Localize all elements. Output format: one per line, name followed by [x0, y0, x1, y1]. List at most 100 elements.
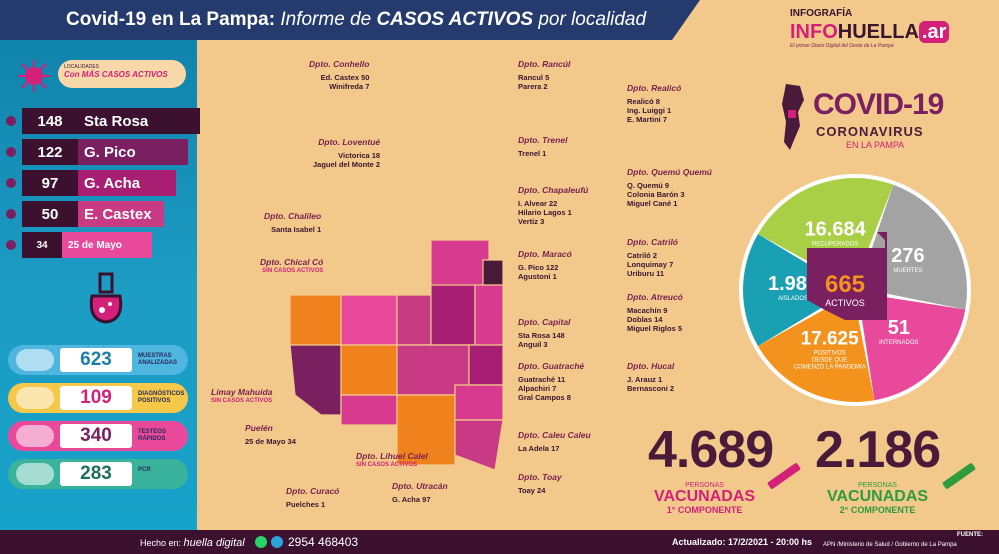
footer-source: APN /Ministerio de Salud / Gobierno de L… — [823, 542, 957, 548]
ranking-name: G. Acha — [84, 174, 141, 192]
stat-icon — [16, 425, 54, 447]
stat-value: 623 — [60, 348, 132, 372]
active-cases-label: ACTIVOS — [825, 298, 865, 308]
stat-icon — [16, 387, 54, 409]
department-city: Bernasconi 2 — [627, 384, 675, 393]
department-name: Dpto. Atreucó — [627, 292, 683, 302]
ranking-value: 97 — [22, 170, 78, 196]
department-city: Hilario Lagos 1 — [518, 208, 572, 217]
footer-source-label: FUENTE: — [957, 532, 983, 538]
brand-logo: INFOGRAFÍA INFOHUELLA .ar El primer Diari… — [790, 8, 960, 68]
ranking-dot — [6, 116, 16, 126]
argentina-map-icon — [782, 84, 804, 150]
department-label: Puelén 25 de Mayo 34 — [245, 424, 296, 447]
pie-slice-value: 51 — [888, 317, 910, 339]
vaccinated-value: 4.689 — [648, 421, 774, 479]
infografia-label: INFOGRAFÍA — [790, 8, 853, 19]
department-name: Dpto. Quemú Quemú — [627, 167, 712, 177]
department-name: Dpto. Hucal — [627, 361, 675, 371]
page-title: Covid-19 en La Pampa: Informe de CASOS A… — [66, 9, 647, 30]
vaccinated-pre: PERSONAS — [858, 482, 897, 489]
la-pampa-map — [289, 239, 504, 471]
ranking-bar: 122 G. Pico — [22, 139, 188, 165]
department-city: Miguel Cané 1 — [627, 199, 678, 208]
vaccinated-sub: 2° COMPONENTE — [839, 505, 916, 515]
ranking-bar: 97 G. Acha — [22, 170, 176, 196]
department-name: Dpto. Realicó — [627, 83, 682, 93]
ranking-value: 122 — [22, 139, 78, 165]
department-label: Dpto. Atreucó Macachín 9 Doblas 14 Miguel R… — [627, 292, 683, 334]
ranking-name: E. Castex — [84, 205, 152, 223]
department-city: La Adela 17 — [518, 444, 560, 453]
ranking-value: 50 — [22, 201, 78, 227]
social-icons — [255, 536, 283, 548]
department-label: Dpto. Guatraché Guatraché 11 Alpachiri 7 Gr… — [518, 362, 584, 403]
stat-box: 623 MUESTRAS ANALIZADAS — [8, 345, 188, 375]
pie-slice-label: INTERNADOS — [879, 340, 918, 346]
stat-label: DIAGNÓSTICOS POSITIVOS — [138, 391, 185, 404]
stat-label: MUESTRAS ANALIZADAS — [138, 353, 177, 366]
ranking-name: G. Pico — [84, 143, 136, 161]
department-city: Santa Isabel 1 — [271, 225, 322, 234]
stat-box: 283 PCR — [8, 459, 188, 489]
logo-wordmark: INFOHUELLA .ar — [790, 21, 960, 43]
department-note: SIN CASOS ACTIVOS — [262, 268, 324, 274]
pie-slice-value: 17.625 — [801, 328, 860, 349]
department-name: Dpto. Toay — [518, 472, 562, 482]
pie-slice-value: 1.987 — [768, 273, 818, 295]
pie-slice-label: RECUPERADOS — [812, 241, 858, 247]
vaccinated-value: 2.186 — [815, 421, 941, 479]
stat-label: PCR — [138, 467, 151, 473]
footer-updated: Actualizado: 17/2/2021 - 20:00 hs — [672, 537, 813, 547]
footer-made: Hecho en: huella digital — [140, 537, 245, 549]
legend-main: Con MÁS CASOS ACTIVOS — [64, 70, 168, 79]
stat-label: TESTEOS RÁPIDOS — [138, 429, 167, 442]
department-label: Dpto. Maracó G. Pico 122 Agustoni 1 — [518, 249, 572, 282]
syringe-icon — [941, 462, 977, 490]
department-city: Vertiz 3 — [518, 217, 545, 226]
department-city: Doblas 14 — [627, 315, 663, 324]
department-note: SIN CASOS ACTIVOS — [211, 398, 273, 404]
department-city: Victorica 18 — [338, 151, 381, 160]
department-label: Dpto. Hucal J. Arauz 1 Bernasconi 2 — [627, 361, 675, 394]
pie-slice — [743, 234, 851, 346]
department-city: G. Acha 97 — [392, 495, 431, 504]
vaccinated-caption: PERSONAS VACUNADAS 2° COMPONENTE — [827, 482, 928, 515]
department-label: Dpto. Loventué Victorica 18 Jaguel del Mon… — [313, 137, 381, 170]
department-name: Dpto. Trenel — [518, 135, 568, 145]
header-bar — [0, 0, 700, 40]
stat-box: 109 DIAGNÓSTICOS POSITIVOS — [8, 383, 188, 413]
department-city: 25 de Mayo 34 — [245, 437, 296, 446]
ranking-dot — [6, 147, 16, 157]
department-city: Ed. Castex 50 — [320, 73, 370, 82]
department-name: Dpto. Utracán — [392, 481, 448, 491]
stat-value: 283 — [60, 462, 132, 486]
ranking-dot — [6, 178, 16, 188]
department-city: Guatraché 11 — [518, 375, 566, 384]
footer-phone: 2954 468403 — [288, 535, 359, 549]
department-name: Dpto. Maracó — [518, 249, 572, 259]
department-city: Realicó 8 — [627, 97, 660, 106]
department-city: Ing. Luiggi 1 — [627, 106, 672, 115]
department-label: Dpto. Utracán G. Acha 97 — [392, 481, 448, 505]
department-note: SIN CASOS ACTIVOS — [356, 462, 418, 468]
ranking-dot — [6, 240, 16, 250]
department-label: Dpto. Caleu Caleu La Adela 17 — [518, 431, 591, 454]
department-city: Sta Rosa 148 — [518, 331, 565, 340]
department-city: I. Alvear 22 — [518, 199, 558, 208]
vaccinated-pre: PERSONAS — [685, 482, 724, 489]
ranking-name: 25 de Mayo — [68, 239, 122, 251]
department-city: Jaguel del Monte 2 — [313, 160, 381, 169]
department-name: Dpto. Chapaleufú — [518, 185, 589, 195]
pie-slice — [758, 293, 875, 402]
department-city: Q. Quemú 9 — [627, 181, 670, 190]
department-city: Parera 2 — [518, 82, 548, 91]
ranking-bar: 50 E. Castex — [22, 201, 164, 227]
department-name: Dpto. Capital — [518, 317, 571, 327]
flask-icon — [89, 272, 123, 324]
ranking-bar: 148 Sta Rosa — [22, 108, 200, 134]
pie-slice-label: AISLADOS — [778, 296, 808, 302]
department-label: Dpto. Rancúl Rancul 5 Parera 2 — [518, 60, 570, 92]
department-name: Dpto. Loventué — [318, 137, 381, 147]
department-label: Dpto. Chalileo Santa Isabel 1 — [264, 212, 322, 235]
